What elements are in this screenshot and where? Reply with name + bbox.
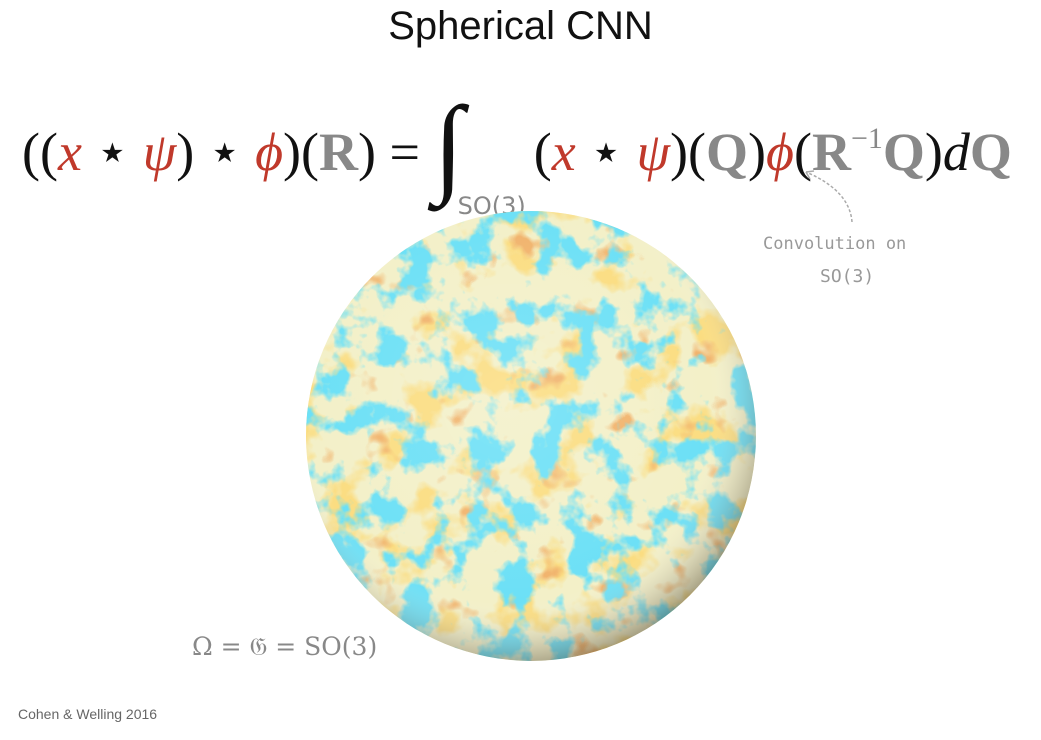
sphere-label: Ω = 𝔊 = SO(3) <box>192 632 378 661</box>
formula-token: R <box>319 122 359 182</box>
formula-token: (( <box>22 122 58 182</box>
formula-token: Q <box>706 122 749 182</box>
formula-token: ( <box>793 122 812 182</box>
formula-token: ) <box>748 122 766 182</box>
citation: Cohen & Welling 2016 <box>18 706 158 722</box>
arrow-head <box>805 170 815 180</box>
annotation-arrow <box>805 171 853 223</box>
formula-token: ( <box>533 122 552 182</box>
formula-token: ) = <box>358 122 434 182</box>
integral-sign: ∫ <box>433 84 464 206</box>
annotation: Convolution on <box>763 234 907 254</box>
formula-token: )( <box>283 122 320 182</box>
formula-token: x <box>551 122 576 182</box>
formula-token: ) ⋆ <box>176 122 256 182</box>
formula-token: )( <box>670 122 706 182</box>
title: Spherical CNN <box>388 4 653 48</box>
formula-token: d <box>942 122 970 182</box>
formula-token: ⋆ <box>575 122 637 182</box>
annotation: SO(3) <box>820 266 875 287</box>
formula-token: ψ <box>142 122 177 182</box>
formula-token: ⋆ <box>81 122 143 182</box>
sphere <box>306 211 756 661</box>
formula-superscript: −1 <box>850 122 883 155</box>
formula-token: ) <box>924 122 943 182</box>
formula-token: x <box>57 122 82 182</box>
formula-token: R <box>811 122 851 182</box>
formula-token: ϕ <box>766 122 794 182</box>
formula-token: ψ <box>636 122 671 182</box>
formula-token: Q <box>969 122 1012 182</box>
formula-token: Q <box>882 122 925 182</box>
formula-token: ϕ <box>255 122 284 182</box>
